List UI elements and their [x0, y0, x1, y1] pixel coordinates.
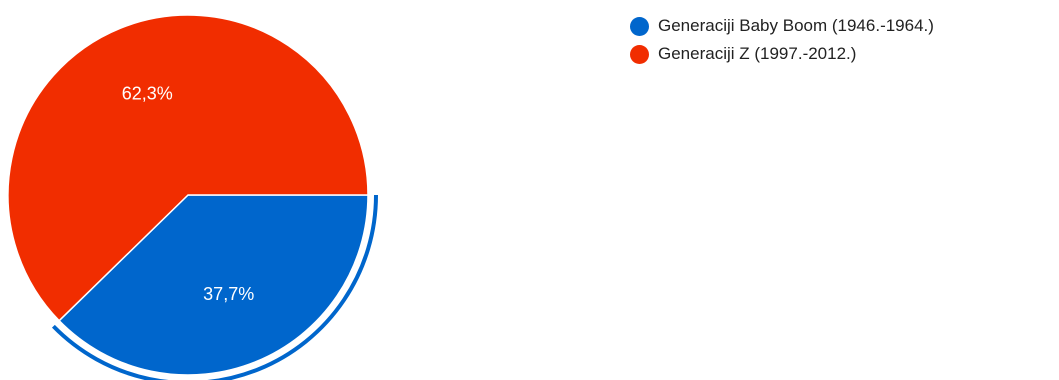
pie-label-baby-boom: 37,7% [203, 284, 254, 304]
legend-label-baby-boom: Generaciji Baby Boom (1946.-1964.) [658, 16, 934, 35]
legend-item-gen-z[interactable]: Generaciji Z (1997.-2012.) [630, 40, 934, 68]
legend-swatch-gen-z [630, 44, 649, 64]
pie-slice-highlight-baby-boom [51, 194, 378, 380]
pie-chart: 37,7% 62,3% [7, 14, 378, 380]
legend-label-gen-z: Generaciji Z (1997.-2012.) [658, 44, 857, 63]
pie-slice-gen-z[interactable] [7, 14, 369, 322]
pie-slice-baby-boom[interactable] [58, 194, 369, 376]
legend-swatch-baby-boom [630, 16, 649, 36]
legend: Generaciji Baby Boom (1946.-1964.) Gener… [630, 12, 934, 68]
pie-label-gen-z: 62,3% [122, 84, 173, 104]
legend-item-baby-boom[interactable]: Generaciji Baby Boom (1946.-1964.) [630, 12, 934, 40]
